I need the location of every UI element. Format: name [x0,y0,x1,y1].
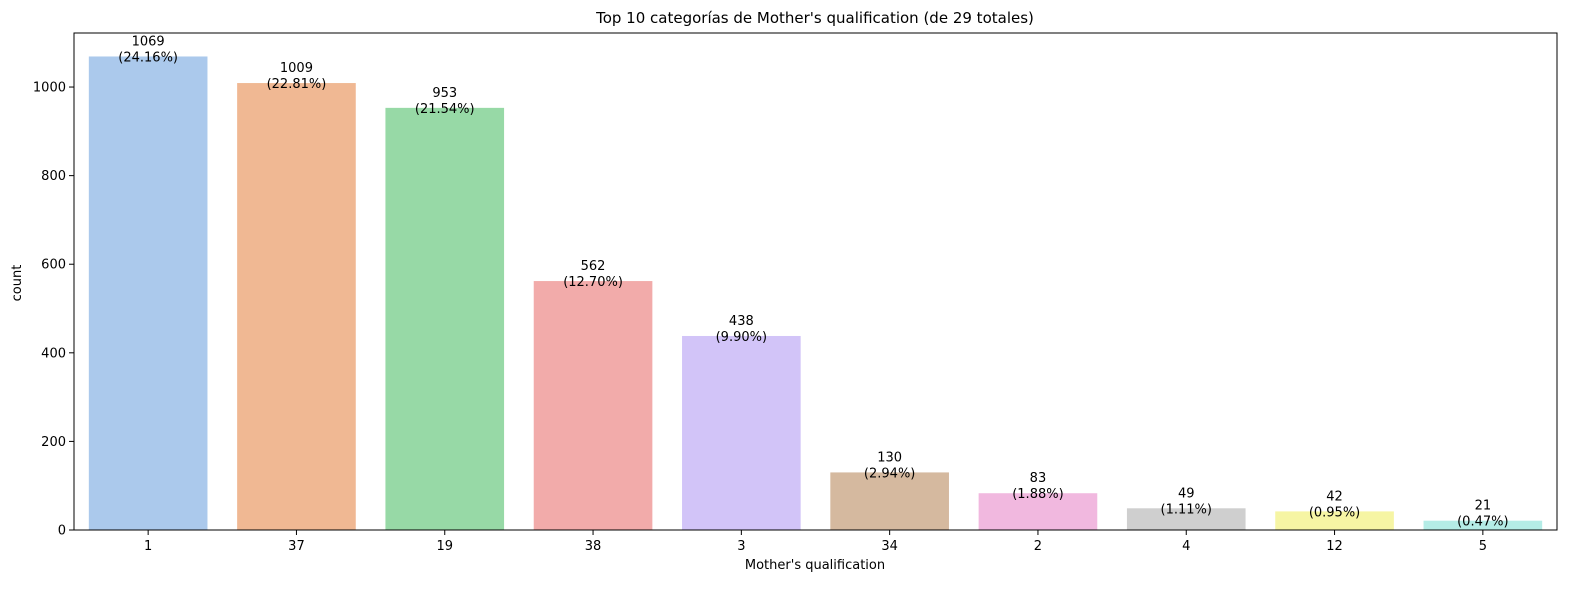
bar-19 [385,107,505,530]
bar-5 [1423,520,1543,530]
bar-4 [1126,508,1246,530]
y-tick-label: 800 [41,169,66,184]
x-tick-label: 5 [1479,539,1487,554]
x-tick-label: 4 [1182,539,1190,554]
bar-value-label: 130 [877,450,902,465]
y-tick-label: 1000 [33,81,66,96]
bar-12 [1275,511,1394,530]
bar-percent-label: (24.16%) [118,50,178,65]
x-tick-label: 2 [1034,539,1042,554]
bar-percent-label: (0.95%) [1309,505,1360,520]
bar-percent-label: (1.88%) [1012,487,1063,502]
bar-percent-label: (2.94%) [864,466,915,481]
plot-frame [73,32,1558,531]
x-tick-label: 38 [585,539,602,554]
y-tick-label: 200 [41,435,66,450]
bar-value-label: 438 [729,314,754,329]
bar-value-label: 21 [1475,499,1492,514]
bar-value-label: 83 [1030,471,1047,486]
bar-37 [237,83,356,530]
bar-value-label: 1069 [132,34,165,49]
x-tick-label: 19 [436,539,453,554]
bar-value-label: 953 [432,86,457,101]
x-tick-label: 34 [881,539,898,554]
bar-percent-label: (1.11%) [1161,502,1212,517]
bar-percent-label: (0.47%) [1457,515,1508,530]
bar-38 [533,281,653,530]
y-tick-label: 0 [58,524,66,539]
x-axis-label: Mother's qualification [745,558,885,573]
bar-percent-label: (22.81%) [267,77,327,92]
bar-1 [88,56,208,530]
bar-percent-label: (9.90%) [716,330,767,345]
chart-title: Top 10 categorías de Mother's qualificat… [595,9,1034,27]
x-tick-label: 12 [1326,539,1343,554]
bar-percent-label: (12.70%) [563,275,623,290]
x-tick-label: 37 [288,539,305,554]
bar-labels-group: 1069(24.16%)1009(22.81%)953(21.54%)562(1… [118,34,1508,529]
bar-2 [978,493,1098,530]
bar-3 [682,335,801,530]
x-tick-label: 1 [144,539,152,554]
x-axis-ticks: 1 37 19 38 3 34 2 4 12 5 [144,530,1487,554]
y-tick-label: 400 [41,346,66,361]
bar-value-label: 562 [581,259,606,274]
bars-group [88,56,1543,530]
bar-34 [830,472,949,530]
y-tick-label: 600 [41,258,66,273]
bar-value-label: 42 [1326,489,1343,504]
bar-percent-label: (21.54%) [415,102,475,117]
bar-value-label: 49 [1178,486,1195,501]
bar-value-label: 1009 [280,61,313,76]
y-axis-label: count [10,265,25,302]
y-axis-ticks: 0 200 400 600 800 1000 [33,81,74,539]
x-tick-label: 3 [737,539,745,554]
